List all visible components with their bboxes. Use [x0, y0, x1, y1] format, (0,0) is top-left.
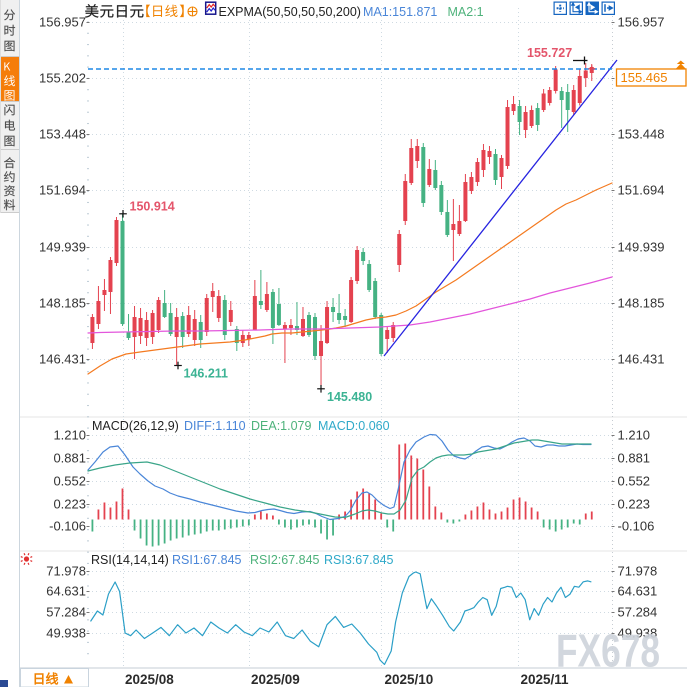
svg-text:146.431: 146.431	[39, 352, 86, 367]
svg-text:-0.106: -0.106	[49, 519, 86, 534]
svg-text:49.938: 49.938	[618, 626, 658, 641]
svg-text:EXPMA(50,50,50,50,200): EXPMA(50,50,50,50,200)	[219, 5, 361, 19]
svg-text:149.939: 149.939	[618, 240, 665, 255]
svg-text:156.957: 156.957	[618, 15, 665, 30]
svg-text:2025/10: 2025/10	[385, 672, 434, 687]
svg-text:155.727: 155.727	[527, 46, 572, 60]
svg-text:-0.106: -0.106	[618, 519, 655, 534]
svg-text:145.480: 145.480	[327, 390, 372, 404]
svg-text:FX678: FX678	[556, 625, 660, 677]
svg-text:0.552: 0.552	[53, 474, 86, 489]
svg-text:148.185: 148.185	[39, 296, 86, 311]
svg-text:71.978: 71.978	[618, 564, 658, 579]
svg-text:DIFF:1.110: DIFF:1.110	[184, 419, 246, 433]
svg-text:71.978: 71.978	[46, 564, 86, 579]
svg-text:MACD(26,12,9): MACD(26,12,9)	[92, 419, 179, 433]
svg-text:MA2:1: MA2:1	[448, 5, 484, 19]
svg-text:146.431: 146.431	[618, 352, 665, 367]
svg-text:RSI1:67.845: RSI1:67.845	[172, 553, 242, 567]
svg-text:DEA:1.079: DEA:1.079	[251, 419, 312, 433]
svg-text:2025/11: 2025/11	[521, 672, 570, 687]
svg-text:156.957: 156.957	[39, 15, 86, 30]
svg-text:64.631: 64.631	[46, 584, 86, 599]
svg-text:149.939: 149.939	[39, 240, 86, 255]
svg-text:0.552: 0.552	[618, 474, 651, 489]
svg-text:MA1:151.871: MA1:151.871	[363, 5, 437, 19]
svg-text:RSI3:67.845: RSI3:67.845	[324, 553, 394, 567]
svg-text:RSI(14,14,14): RSI(14,14,14)	[91, 553, 169, 567]
svg-text:155.202: 155.202	[39, 71, 86, 86]
svg-text:150.914: 150.914	[130, 200, 175, 214]
svg-text:RSI2:67.845: RSI2:67.845	[250, 553, 320, 567]
svg-text:57.284: 57.284	[618, 605, 658, 620]
svg-text:2025/09: 2025/09	[251, 672, 300, 687]
svg-text:151.694: 151.694	[39, 183, 86, 198]
svg-text:49.938: 49.938	[46, 626, 86, 641]
svg-text:0.223: 0.223	[618, 497, 651, 512]
svg-text:0.881: 0.881	[618, 451, 651, 466]
svg-text:153.448: 153.448	[618, 127, 665, 142]
svg-text:2025/08: 2025/08	[125, 672, 174, 687]
svg-text:155.465: 155.465	[621, 70, 668, 85]
svg-text:1.210: 1.210	[618, 428, 651, 443]
svg-text:57.284: 57.284	[46, 605, 86, 620]
svg-text:148.185: 148.185	[618, 296, 665, 311]
svg-text:0.223: 0.223	[53, 497, 86, 512]
svg-text:151.694: 151.694	[618, 183, 665, 198]
svg-text:0.881: 0.881	[53, 451, 86, 466]
svg-text:146.211: 146.211	[184, 367, 229, 381]
svg-text:153.448: 153.448	[39, 127, 86, 142]
svg-text:64.631: 64.631	[618, 584, 658, 599]
svg-text:1.210: 1.210	[53, 428, 86, 443]
svg-text:MACD:0.060: MACD:0.060	[318, 419, 390, 433]
